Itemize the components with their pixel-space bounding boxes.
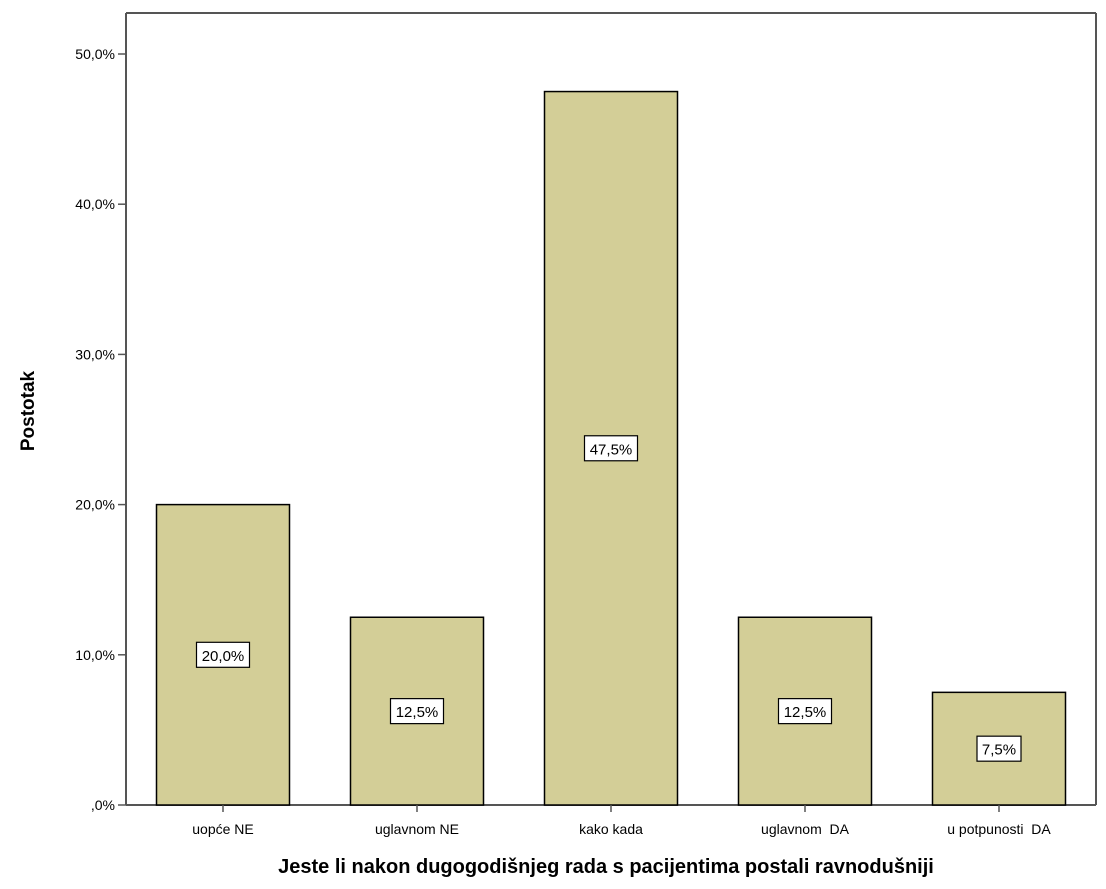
y-axis: ,0% 10,0% 20,0% 30,0% 40,0% 50,0% [75, 46, 126, 813]
x-tick-label: kako kada [579, 821, 643, 837]
data-label: 12,5% [396, 704, 439, 721]
data-label-box [389, 698, 445, 725]
data-label: 12,5% [784, 704, 827, 721]
data-label: 7,5% [982, 742, 1016, 759]
x-tick-label: uopće NE [192, 821, 253, 837]
data-label: 20,0% [202, 648, 245, 665]
data-label: 47,5% [590, 441, 633, 458]
y-tick-label: 20,0% [75, 497, 115, 513]
data-label-box [777, 698, 833, 725]
data-label-box [195, 641, 251, 668]
data-label-box [583, 435, 639, 462]
bars-group: 20,0% 12,5% 47,5% 12,5% 7,5% [155, 90, 1067, 806]
x-tick-label: u potpunosti DA [947, 821, 1051, 837]
y-tick-label: 10,0% [75, 647, 115, 663]
y-tick-label: 40,0% [75, 196, 115, 212]
y-tick-label: ,0% [91, 797, 115, 813]
x-axis-title: Jeste li nakon dugogodišnjeg rada s paci… [278, 856, 934, 878]
data-label-box [976, 735, 1022, 762]
y-axis-title: Postotak [18, 370, 39, 451]
y-tick-label: 30,0% [75, 346, 115, 362]
y-tick-label: 50,0% [75, 46, 115, 62]
x-axis: uopće NE uglavnom NE kako kada uglavnom DA u… [192, 805, 1051, 837]
x-tick-label: uglavnom NE [375, 821, 459, 837]
x-tick-label: uglavnom DA [761, 821, 850, 837]
